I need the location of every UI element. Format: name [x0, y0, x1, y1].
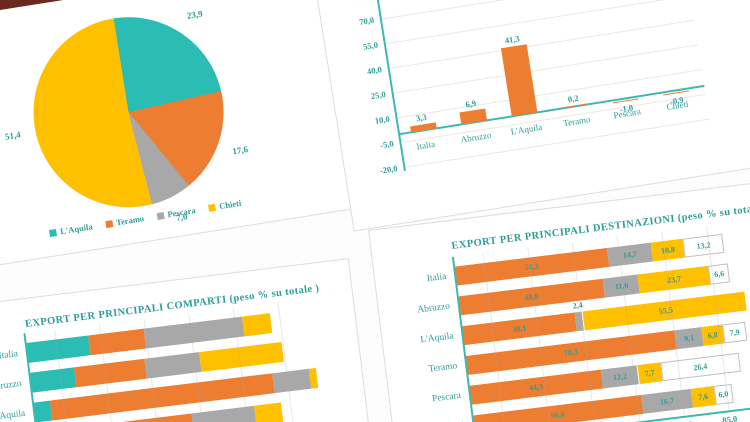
row-category-label: Teramo: [427, 361, 458, 375]
y-tick-label: 40,0: [366, 64, 383, 77]
pie-slice-label: 51,4: [4, 129, 22, 143]
bar-segment: [88, 328, 146, 356]
row-category-label: Abruzzo: [416, 301, 451, 316]
legend-swatch: [156, 211, 165, 220]
bar-segment: [271, 368, 312, 394]
legend-item: L'Aquila: [48, 221, 94, 238]
row-category-label: L'Aquila: [0, 408, 26, 422]
gridline: [387, 20, 695, 70]
legend-item: Chieti: [207, 197, 242, 213]
legend-label: Chieti: [218, 197, 242, 212]
row-category-label: Italia: [426, 271, 447, 285]
bar-segment: [143, 316, 244, 349]
y-tick-label: 70,0: [358, 15, 375, 28]
y-tick-label: 55,0: [362, 39, 379, 53]
y-tick-label: -5,0: [379, 138, 395, 151]
bar-segment: [253, 402, 284, 422]
row-category-label: Abruzzo: [0, 378, 23, 393]
pie-slice-label: 23,9: [186, 8, 204, 21]
bar-segment: [241, 313, 273, 337]
row-category-label: L'Aquila: [419, 331, 455, 346]
row-category-label: Italia: [0, 348, 19, 362]
legend-label: Teramo: [115, 213, 145, 228]
y-tick-label: -20,0: [379, 163, 399, 176]
bar: [500, 44, 537, 117]
bar-value-label: 41,3: [504, 33, 521, 46]
legend-item: Teramo: [104, 213, 145, 229]
plot-area: [20, 265, 330, 422]
pie-chart-card: EXPORT PROVINCIALE (peso % su Italia ) L…: [0, 0, 353, 276]
legend-swatch: [48, 228, 57, 237]
bar-segment: [308, 367, 321, 389]
pie-slice-label: 7,0: [175, 211, 189, 224]
bar: [459, 109, 487, 125]
pie-chart: [19, 3, 238, 221]
pie-slice-label: 17,6: [231, 144, 249, 157]
gridline: [383, 0, 691, 45]
bar-segment: [73, 358, 147, 388]
legend-label: L'Aquila: [59, 221, 94, 237]
bar-segment: [29, 367, 77, 393]
y-tick-label: 85,0: [318, 0, 371, 9]
row-category-label: Pescara: [431, 390, 462, 405]
pie-chart-title: EXPORT PROVINCIALE (peso % su Italia ): [0, 0, 322, 25]
x-tick-label: 85,0: [721, 413, 738, 422]
y-tick-label: 25,0: [370, 89, 387, 102]
comparti-chart-card: EXPORT PER PRINCIPALI COMPARTI (peso % s…: [0, 258, 377, 422]
legend-swatch: [207, 203, 216, 212]
bar-value-label: 3,3: [415, 112, 428, 124]
plot-area: 51,3 14,7 10,8 13,2 48,8 11,6 23,7 6,6 38,1 2,4 55…: [449, 186, 750, 422]
gridline: [391, 44, 698, 95]
x-tick-label: 70,0: [671, 418, 700, 422]
y-tick-label: 10,0: [374, 113, 391, 127]
bar-value-label: 6,9: [464, 98, 477, 110]
legend-swatch: [104, 219, 113, 228]
